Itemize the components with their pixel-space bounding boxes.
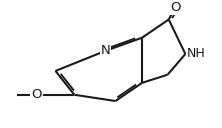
Text: O: O xyxy=(170,1,181,14)
Text: O: O xyxy=(31,88,42,101)
Text: N: N xyxy=(101,44,110,57)
Text: NH: NH xyxy=(186,47,205,61)
